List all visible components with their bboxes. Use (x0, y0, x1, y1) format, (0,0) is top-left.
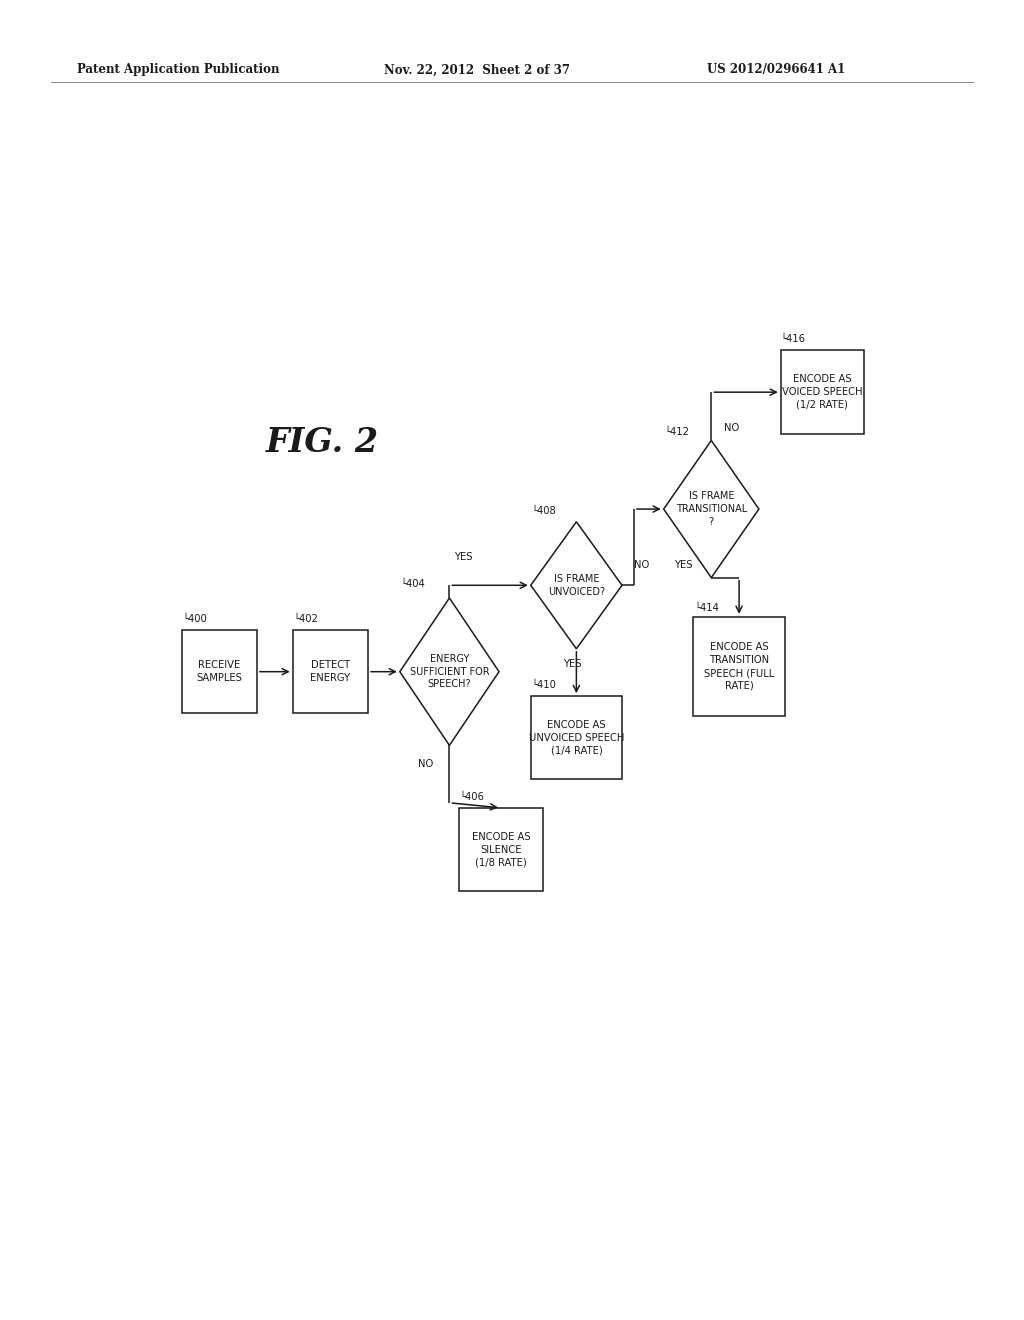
Text: YES: YES (674, 561, 693, 570)
Text: IS FRAME
UNVOICED?: IS FRAME UNVOICED? (548, 574, 605, 597)
Bar (181, 630, 257, 713)
Text: ENCODE AS
TRANSITION
SPEECH (FULL
RATE): ENCODE AS TRANSITION SPEECH (FULL RATE) (703, 643, 774, 690)
Text: └404: └404 (400, 579, 425, 589)
Text: RECEIVE
SAMPLES: RECEIVE SAMPLES (197, 660, 243, 682)
Text: └416: └416 (780, 334, 805, 345)
Polygon shape (399, 598, 499, 746)
Text: Patent Application Publication: Patent Application Publication (77, 63, 280, 77)
Text: NO: NO (634, 560, 649, 570)
Text: └408: └408 (531, 506, 556, 516)
Text: └402: └402 (293, 614, 317, 624)
Text: NO: NO (724, 424, 738, 433)
Text: └400: └400 (182, 614, 207, 624)
Text: DETECT
ENERGY: DETECT ENERGY (310, 660, 350, 682)
Text: YES: YES (563, 659, 582, 669)
Text: └412: └412 (665, 426, 689, 437)
Bar (293, 630, 368, 713)
Text: FIG. 2: FIG. 2 (266, 426, 379, 459)
Text: └406: └406 (460, 792, 484, 801)
Text: US 2012/0296641 A1: US 2012/0296641 A1 (707, 63, 845, 77)
Polygon shape (530, 521, 622, 649)
Text: Nov. 22, 2012  Sheet 2 of 37: Nov. 22, 2012 Sheet 2 of 37 (384, 63, 570, 77)
Bar (530, 696, 622, 779)
Text: NO: NO (418, 759, 433, 768)
Text: ENCODE AS
VOICED SPEECH
(1/2 RATE): ENCODE AS VOICED SPEECH (1/2 RATE) (782, 375, 862, 411)
Text: IS FRAME
TRANSITIONAL
?: IS FRAME TRANSITIONAL ? (676, 491, 746, 527)
Bar (693, 616, 784, 717)
Text: YES: YES (455, 552, 473, 562)
Bar (780, 351, 864, 434)
Text: ENCODE AS
UNVOICED SPEECH
(1/4 RATE): ENCODE AS UNVOICED SPEECH (1/4 RATE) (528, 719, 624, 755)
Polygon shape (664, 441, 759, 578)
Bar (460, 808, 543, 891)
Text: ENCODE AS
SILENCE
(1/8 RATE): ENCODE AS SILENCE (1/8 RATE) (472, 832, 530, 867)
Text: └410: └410 (531, 680, 556, 690)
Text: └414: └414 (694, 603, 720, 612)
Text: ENERGY
SUFFICIENT FOR
SPEECH?: ENERGY SUFFICIENT FOR SPEECH? (410, 653, 489, 689)
